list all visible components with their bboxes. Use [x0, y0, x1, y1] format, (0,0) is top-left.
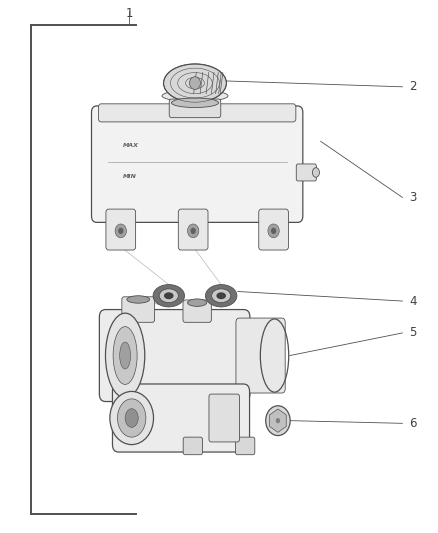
FancyBboxPatch shape — [99, 310, 250, 401]
Text: MAX: MAX — [123, 143, 139, 148]
Ellipse shape — [164, 292, 173, 299]
Circle shape — [276, 418, 280, 423]
Ellipse shape — [187, 299, 207, 306]
Circle shape — [191, 228, 196, 234]
Ellipse shape — [117, 399, 146, 437]
Text: 5: 5 — [409, 326, 416, 340]
Ellipse shape — [120, 342, 131, 369]
Ellipse shape — [113, 327, 137, 384]
FancyBboxPatch shape — [106, 209, 136, 250]
Circle shape — [115, 224, 127, 238]
FancyBboxPatch shape — [209, 394, 240, 442]
Ellipse shape — [106, 313, 145, 398]
FancyBboxPatch shape — [259, 209, 288, 250]
Ellipse shape — [205, 285, 237, 307]
FancyBboxPatch shape — [99, 104, 296, 122]
Polygon shape — [270, 409, 286, 432]
Ellipse shape — [159, 289, 178, 303]
Ellipse shape — [163, 64, 226, 102]
FancyBboxPatch shape — [183, 437, 202, 455]
Ellipse shape — [162, 90, 228, 102]
FancyBboxPatch shape — [236, 437, 255, 455]
FancyBboxPatch shape — [183, 300, 212, 322]
Ellipse shape — [171, 98, 219, 108]
Ellipse shape — [212, 289, 231, 303]
Circle shape — [266, 406, 290, 435]
Circle shape — [268, 224, 279, 238]
Circle shape — [187, 224, 199, 238]
FancyBboxPatch shape — [296, 164, 316, 181]
Text: 4: 4 — [409, 295, 417, 308]
Text: MIN: MIN — [123, 174, 137, 179]
Circle shape — [118, 228, 124, 234]
FancyBboxPatch shape — [236, 318, 285, 393]
Text: 6: 6 — [409, 417, 417, 430]
Text: 3: 3 — [409, 191, 416, 204]
FancyBboxPatch shape — [169, 99, 221, 118]
Circle shape — [271, 228, 276, 234]
FancyBboxPatch shape — [113, 384, 250, 452]
Ellipse shape — [110, 391, 153, 445]
Text: 1: 1 — [126, 7, 133, 20]
Ellipse shape — [125, 409, 138, 427]
Ellipse shape — [216, 292, 226, 299]
FancyBboxPatch shape — [178, 209, 208, 250]
Ellipse shape — [190, 77, 201, 90]
Ellipse shape — [312, 168, 319, 177]
FancyBboxPatch shape — [122, 297, 155, 322]
Ellipse shape — [127, 296, 150, 303]
Ellipse shape — [153, 285, 184, 307]
FancyBboxPatch shape — [92, 106, 303, 222]
Text: 2: 2 — [409, 80, 417, 93]
